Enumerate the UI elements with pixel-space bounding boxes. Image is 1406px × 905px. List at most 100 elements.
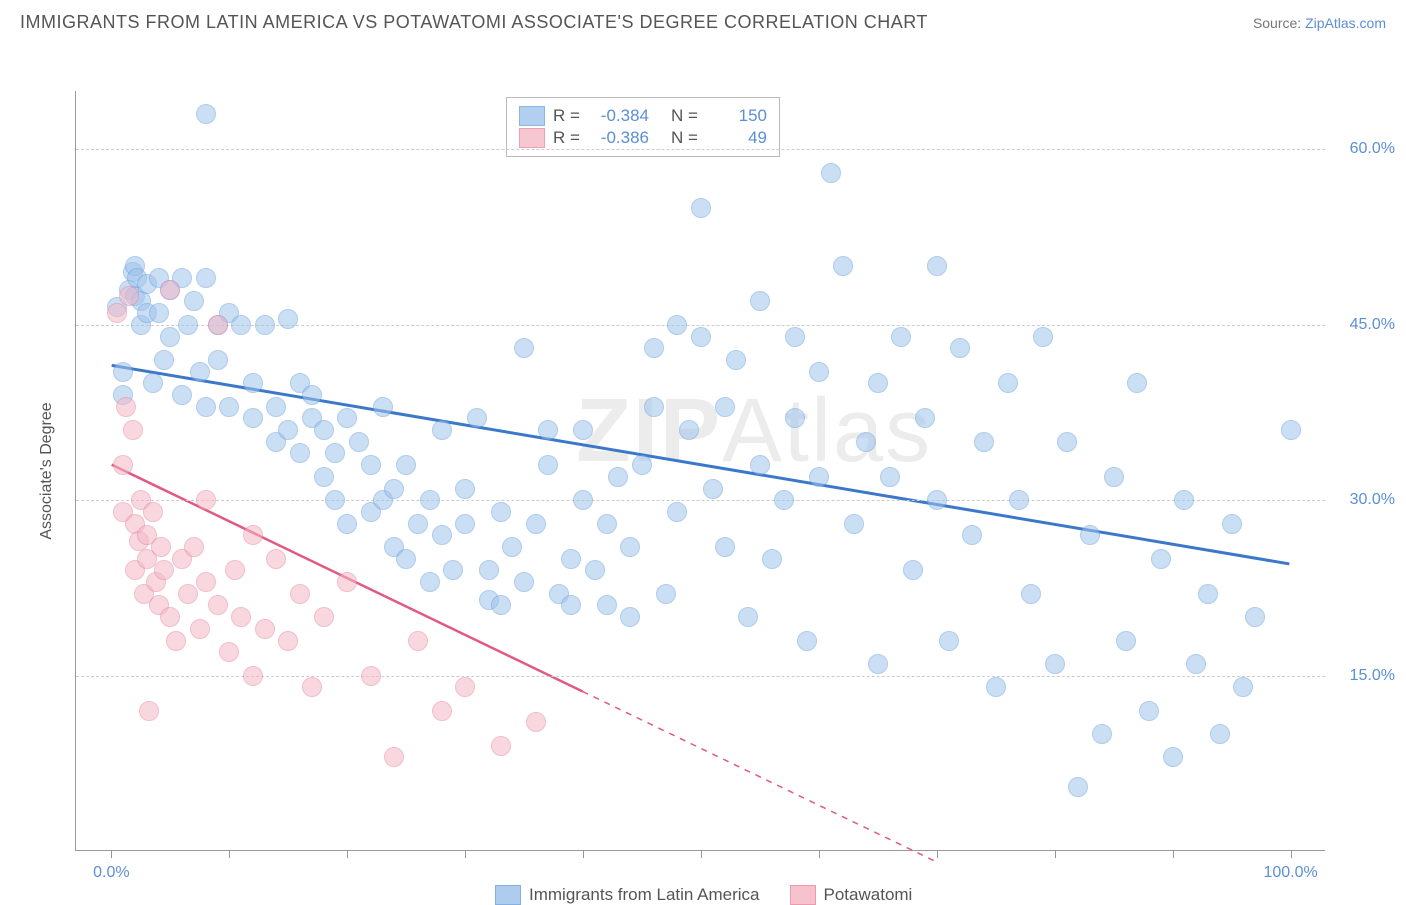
data-point [715, 537, 735, 557]
data-point [396, 455, 416, 475]
data-point [160, 280, 180, 300]
data-point [325, 443, 345, 463]
data-point [219, 642, 239, 662]
data-point [538, 455, 558, 475]
data-point [785, 327, 805, 347]
data-point [139, 701, 159, 721]
data-point [856, 432, 876, 452]
data-point [561, 595, 581, 615]
data-point [915, 408, 935, 428]
data-point [243, 373, 263, 393]
data-point [196, 490, 216, 510]
source-attribution: Source: ZipAtlas.com [1253, 15, 1386, 31]
data-point [420, 572, 440, 592]
data-point [467, 408, 487, 428]
x-tick [1055, 850, 1056, 858]
data-point [597, 514, 617, 534]
data-point [608, 467, 628, 487]
legend-row: R =-0.384N =150 [519, 106, 767, 126]
data-point [243, 525, 263, 545]
data-point [178, 315, 198, 335]
data-point [491, 502, 511, 522]
legend-r-label: R = [553, 106, 583, 126]
data-point [266, 549, 286, 569]
data-point [974, 432, 994, 452]
data-point [119, 286, 139, 306]
data-point [1021, 584, 1041, 604]
data-point [585, 560, 605, 580]
x-tick [583, 850, 584, 858]
legend-swatch [495, 885, 521, 905]
legend-swatch [519, 106, 545, 126]
data-point [514, 572, 534, 592]
data-point [821, 163, 841, 183]
data-point [1198, 584, 1218, 604]
data-point [290, 584, 310, 604]
data-point [479, 560, 499, 580]
data-point [1068, 777, 1088, 797]
data-point [420, 490, 440, 510]
data-point [408, 514, 428, 534]
legend-swatch [790, 885, 816, 905]
data-point [1186, 654, 1206, 674]
data-point [750, 291, 770, 311]
data-point [160, 607, 180, 627]
data-point [149, 303, 169, 323]
legend-series-name: Potawatomi [824, 885, 913, 905]
data-point [1245, 607, 1265, 627]
data-point [314, 607, 334, 627]
data-point [455, 677, 475, 697]
data-point [667, 502, 687, 522]
data-point [208, 595, 228, 615]
source-link[interactable]: ZipAtlas.com [1305, 15, 1386, 31]
data-point [255, 315, 275, 335]
data-point [1092, 724, 1112, 744]
data-point [231, 315, 251, 335]
data-point [314, 467, 334, 487]
data-point [196, 104, 216, 124]
data-point [986, 677, 1006, 697]
data-point [266, 397, 286, 417]
data-point [809, 362, 829, 382]
data-point [962, 525, 982, 545]
data-point [809, 467, 829, 487]
legend-item: Immigrants from Latin America [495, 885, 760, 905]
data-point [325, 490, 345, 510]
data-point [526, 712, 546, 732]
data-point [1151, 549, 1171, 569]
data-point [396, 549, 416, 569]
data-point [196, 397, 216, 417]
data-point [208, 315, 228, 335]
data-point [384, 479, 404, 499]
data-point [868, 373, 888, 393]
x-tick-label-left: 0.0% [93, 864, 129, 882]
data-point [231, 607, 251, 627]
data-point [349, 432, 369, 452]
data-point [1057, 432, 1077, 452]
data-point [573, 420, 593, 440]
data-point [154, 560, 174, 580]
data-point [644, 397, 664, 417]
legend-n-label: N = [671, 128, 701, 148]
data-point [113, 455, 133, 475]
data-point [432, 420, 452, 440]
x-tick [229, 850, 230, 858]
trend-line-dashed [583, 692, 936, 862]
legend-series-name: Immigrants from Latin America [529, 885, 760, 905]
data-point [151, 537, 171, 557]
data-point [797, 631, 817, 651]
page-title: IMMIGRANTS FROM LATIN AMERICA VS POTAWAT… [20, 12, 928, 33]
data-point [178, 584, 198, 604]
data-point [337, 408, 357, 428]
data-point [243, 408, 263, 428]
legend-swatch [519, 128, 545, 148]
x-tick [347, 850, 348, 858]
data-point [868, 654, 888, 674]
data-point [1127, 373, 1147, 393]
data-point [113, 362, 133, 382]
data-point [620, 607, 640, 627]
legend-item: Potawatomi [790, 885, 913, 905]
data-point [143, 502, 163, 522]
data-point [785, 408, 805, 428]
x-tick [1291, 850, 1292, 858]
